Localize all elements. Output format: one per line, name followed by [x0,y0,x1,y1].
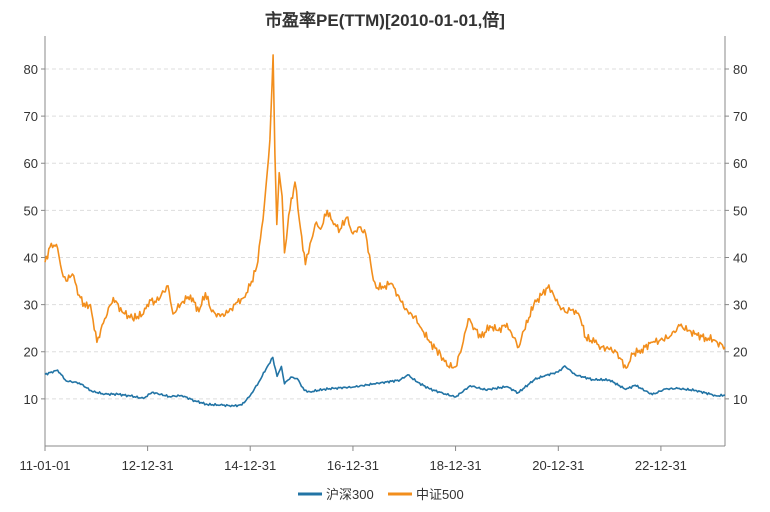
grid-lines [45,68,725,400]
y-tick-label-left: 50 [24,203,38,218]
y-tick-label-left: 20 [24,345,38,360]
x-tick-label: 12-12-31 [122,458,174,473]
y-tick-label-right: 60 [733,156,747,171]
legend: 沪深300 中证500 [298,487,464,502]
x-tick-label: 22-12-31 [635,458,687,473]
y-tick-label-right: 30 [733,298,747,313]
y-tick-label-right: 40 [733,250,747,265]
legend-item-zz500-label: 中证500 [416,487,464,502]
y-tick-label-right: 20 [733,345,747,360]
y-tick-label-left: 10 [24,392,38,407]
y-tick-label-left: 70 [24,109,38,124]
series-lines [44,54,726,408]
series-line-hs300 [44,356,726,408]
y-tick-label-left: 40 [24,250,38,265]
y-tick-label-right: 70 [733,109,747,124]
legend-item-hs300-label: 沪深300 [326,487,374,502]
x-tick-label: 11-01-01 [19,458,70,473]
y-tick-label-right: 50 [733,203,747,218]
y-tick-label-left: 80 [24,62,38,77]
x-tick-label: 14-12-31 [224,458,276,473]
x-tick-label: 16-12-31 [327,458,379,473]
y-tick-label-right: 80 [733,62,747,77]
x-tick-label: 20-12-31 [532,458,584,473]
chart-title: 市盈率PE(TTM)[2010-01-01,倍] [265,11,505,30]
axes: 10 10 20 20 30 30 40 40 50 50 60 60 70 70 80 80 11-01-01… [19,36,747,473]
series-line-zz500 [44,54,726,369]
x-tick-label: 18-12-31 [430,458,482,473]
y-tick-label-right: 10 [733,392,747,407]
y-tick-label-left: 30 [24,298,38,313]
y-tick-label-left: 60 [24,156,38,171]
